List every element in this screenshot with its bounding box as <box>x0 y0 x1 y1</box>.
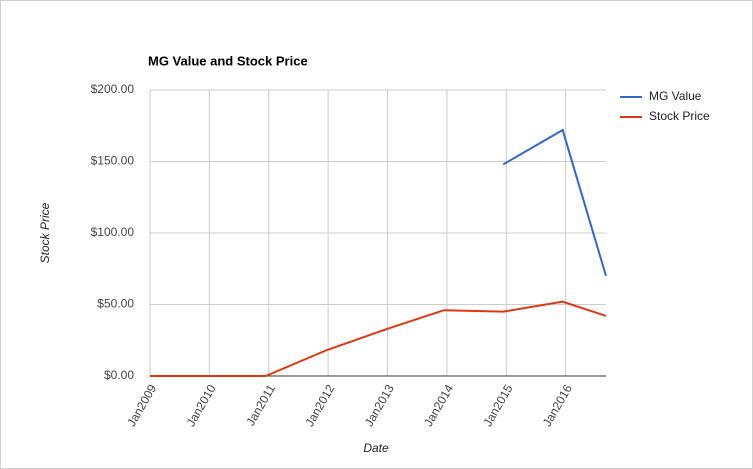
y-tick-label: $200.00 <box>91 82 135 96</box>
legend-label: MG Value <box>649 89 702 103</box>
y-tick-label: $50.00 <box>97 297 134 311</box>
chart-title: MG Value and Stock Price <box>148 53 308 68</box>
x-axis-title: Date <box>363 441 389 455</box>
y-tick-label: $0.00 <box>104 368 134 382</box>
y-tick-label: $100.00 <box>91 225 135 239</box>
legend-label: Stock Price <box>649 109 710 123</box>
line-series <box>502 128 607 277</box>
y-tick-label: $150.00 <box>91 154 135 168</box>
line-series <box>150 300 607 377</box>
y-axis-title: Stock Price <box>38 202 52 263</box>
